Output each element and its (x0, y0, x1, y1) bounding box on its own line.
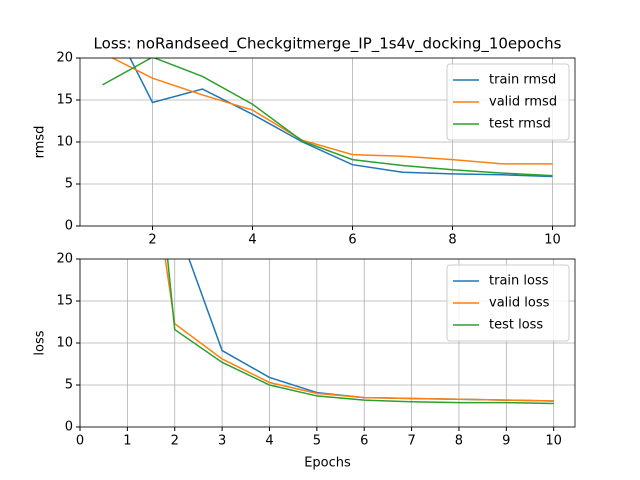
x-tick-label: 2 (148, 233, 156, 248)
y-tick-label: 10 (56, 336, 73, 351)
y-tick-label: 5 (65, 177, 73, 192)
subplot: 2 4 6 8 10 0 5 10 15 20 Loss: noRandseed_Checkgitm… (33, 35, 576, 248)
legend-label: test loss (489, 318, 543, 333)
x-tick-label: 9 (502, 434, 510, 449)
y-tick-label: 0 (65, 219, 73, 234)
x-axis-label: Epochs (304, 456, 351, 471)
x-tick-label: 10 (545, 434, 562, 449)
legend-label: test rmsd (489, 117, 551, 132)
subplot: 0 1 2 3 4 5 6 7 8 9 10 0 5 10 15 20 Epochs loss train loss… (33, 252, 576, 471)
y-axis-label: rmsd (33, 126, 48, 159)
legend-label: valid loss (489, 296, 550, 311)
x-tick-label: 4 (248, 233, 256, 248)
legend-box (446, 63, 570, 141)
y-tick-label: 15 (56, 294, 73, 309)
y-tick-label: 15 (56, 93, 73, 108)
x-tick-label: 8 (455, 434, 463, 449)
x-tick-label: 5 (313, 434, 321, 449)
x-tick-label: 7 (407, 434, 415, 449)
y-tick-label: 20 (56, 252, 73, 267)
axes-frame (79, 258, 576, 428)
x-tick-label: 3 (218, 434, 226, 449)
x-tick-label: 2 (171, 434, 179, 449)
y-axis-label: loss (33, 330, 48, 355)
y-tick-label: 5 (65, 378, 73, 393)
x-tick-label: 10 (544, 233, 561, 248)
x-tick-label: 8 (448, 233, 456, 248)
legend-label: valid rmsd (489, 95, 557, 110)
y-tick-label: 10 (56, 135, 73, 150)
axes-frame (79, 57, 576, 227)
series-line (166, 259, 554, 405)
x-tick-label: 6 (360, 434, 368, 449)
y-tick-label: 0 (65, 420, 73, 435)
series-line (102, 58, 553, 177)
x-tick-label: 0 (76, 434, 84, 449)
y-tick-label: 20 (56, 51, 73, 66)
series-line (164, 259, 554, 402)
series-line (110, 58, 553, 165)
series-line (129, 58, 553, 178)
legend: train loss valid loss test loss (446, 264, 570, 342)
x-tick-label: 6 (348, 233, 356, 248)
legend: train rmsd valid rmsd test rmsd (446, 63, 570, 141)
legend-box (446, 264, 570, 342)
chart-title: Loss: noRandseed_Checkgitmerge_IP_1s4v_d… (94, 35, 562, 54)
legend-label: train rmsd (489, 73, 556, 88)
x-tick-label: 1 (123, 434, 131, 449)
x-tick-label: 4 (265, 434, 273, 449)
legend-label: train loss (489, 274, 549, 289)
